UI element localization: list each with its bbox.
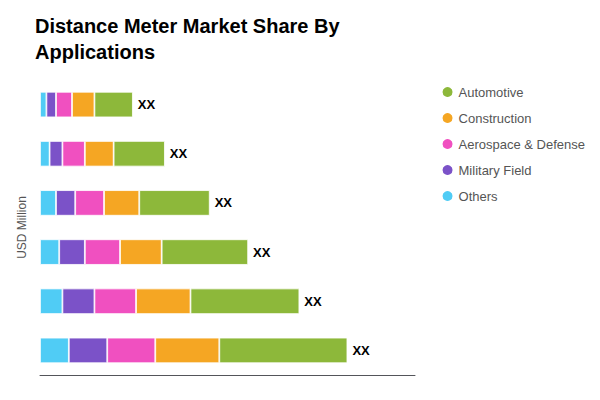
svg-text:Applications: Applications bbox=[35, 41, 155, 63]
svg-text:XX: XX bbox=[215, 195, 233, 210]
svg-text:XX: XX bbox=[253, 245, 271, 260]
svg-text:USD Million: USD Million bbox=[15, 196, 29, 259]
svg-text:XX: XX bbox=[304, 294, 322, 309]
svg-text:Automotive: Automotive bbox=[459, 85, 524, 100]
svg-text:XX: XX bbox=[138, 97, 156, 112]
svg-text:XX: XX bbox=[170, 146, 188, 161]
svg-text:Others: Others bbox=[459, 189, 499, 204]
svg-text:XX: XX bbox=[352, 343, 370, 358]
svg-text:Distance Meter Market Share By: Distance Meter Market Share By bbox=[35, 15, 340, 37]
svg-text:Aerospace & Defense: Aerospace & Defense bbox=[459, 137, 585, 152]
svg-text:Military Field: Military Field bbox=[459, 163, 532, 178]
svg-text:Construction: Construction bbox=[459, 111, 532, 126]
